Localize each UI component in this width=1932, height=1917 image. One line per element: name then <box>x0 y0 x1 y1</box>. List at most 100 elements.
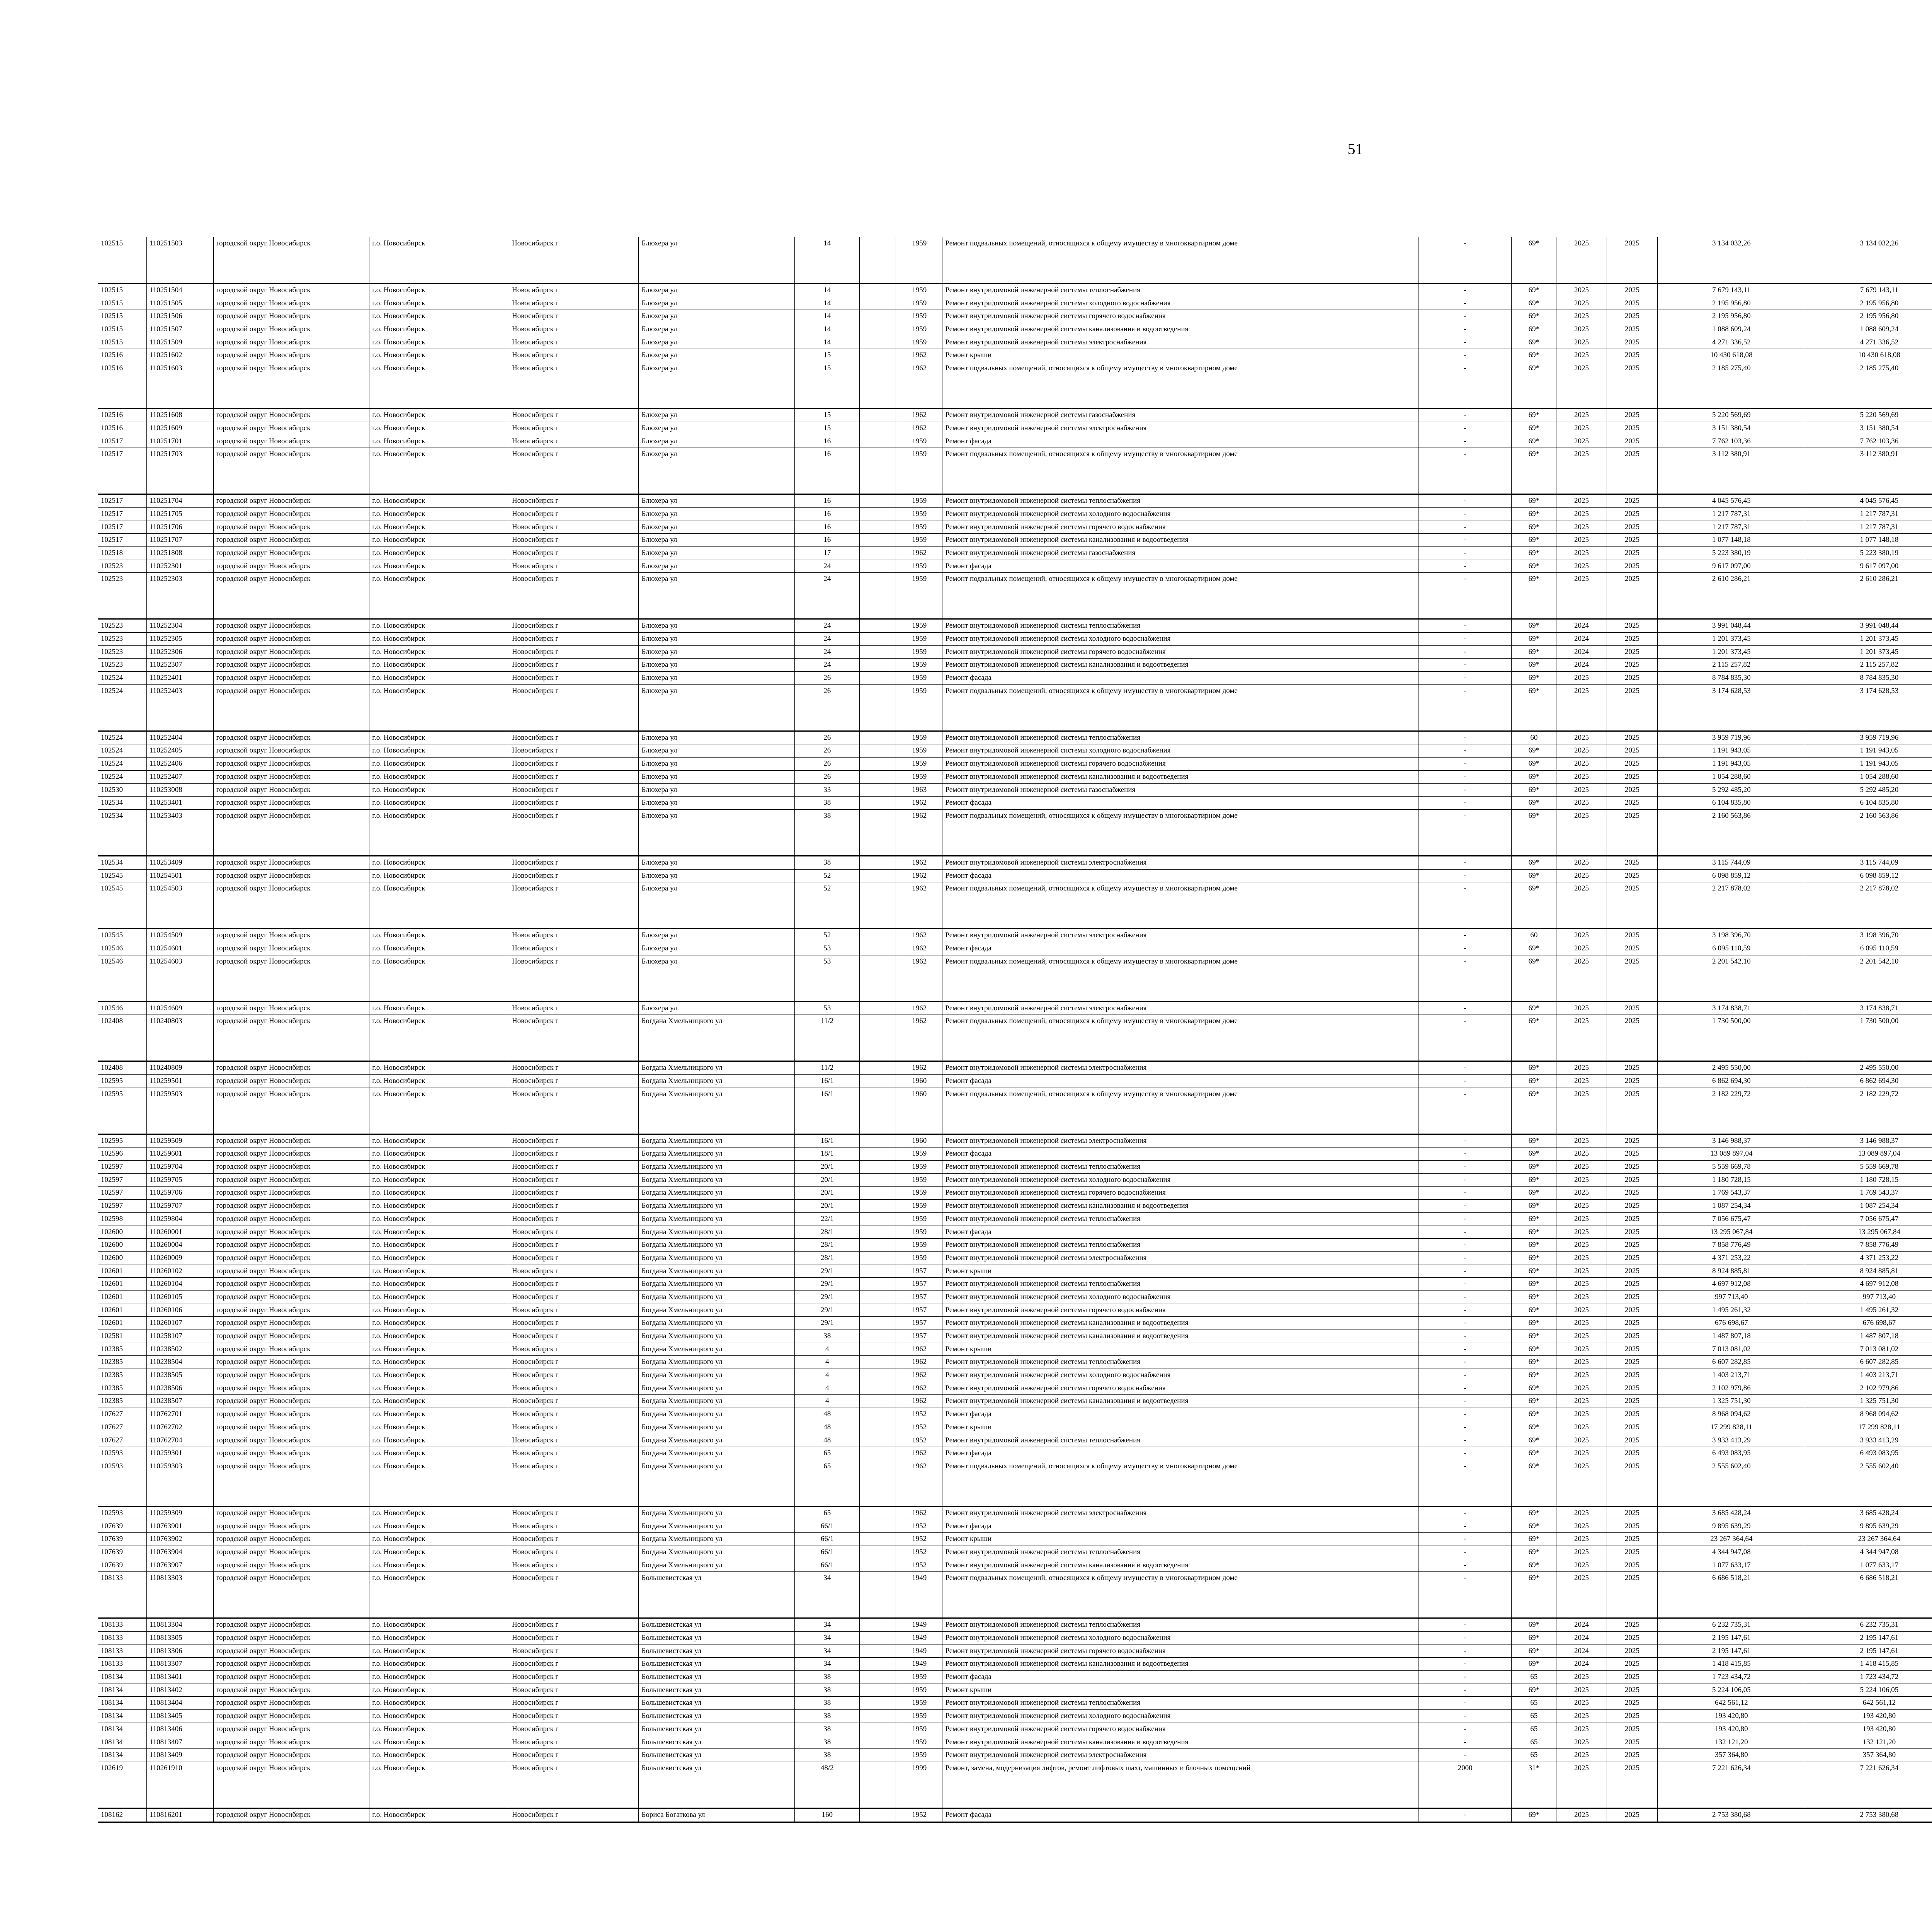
cell-house-number: 14 <box>794 283 860 297</box>
cell-empty <box>859 1173 896 1187</box>
cell-record-id: 108134 <box>98 1735 147 1749</box>
cell-municipality: городской округ Новосибирск <box>213 1420 370 1434</box>
cell-normative: 69* <box>1511 362 1556 409</box>
cell-build-year: 1962 <box>895 349 943 363</box>
cell-object-id: 110763902 <box>146 1532 214 1546</box>
cell-empty <box>859 632 896 646</box>
cell-object-id: 110251706 <box>146 520 214 534</box>
cell-year-plan: 2025 <box>1556 1519 1607 1533</box>
cell-work-type: Ремонт подвальных помещений, относящихся… <box>942 882 1419 930</box>
cell-house-number: 16/1 <box>794 1087 860 1135</box>
cell-empty <box>859 572 896 620</box>
cell-street: Бориса Богаткова ул <box>638 1807 795 1823</box>
table-row: 102581 110258107 городской округ Новосибир… <box>98 1330 1932 1343</box>
cell-house-number: 15 <box>794 408 860 422</box>
cell-total-cost: 7 679 143,11 <box>1657 283 1806 297</box>
cell-settlement: г.о. Новосибирск <box>369 296 509 310</box>
cell-year-fact: 2025 <box>1606 1330 1658 1343</box>
cell-year-plan: 2025 <box>1556 1381 1607 1395</box>
cell-year-fact: 2025 <box>1606 237 1658 284</box>
cell-city: Новосибирск г <box>509 1087 639 1135</box>
cell-year-plan: 2024 <box>1556 1617 1607 1632</box>
cell-year-plan: 2025 <box>1556 1290 1607 1304</box>
cell-settlement: г.о. Новосибирск <box>369 1631 509 1645</box>
cell-object-id: 110816201 <box>146 1807 214 1823</box>
cell-record-id: 102601 <box>98 1277 147 1291</box>
cell-street: Богдана Хмельницкого ул <box>638 1408 795 1421</box>
cell-build-year: 1959 <box>895 296 943 310</box>
cell-year-fact: 2025 <box>1606 1303 1658 1317</box>
cell-total-cost: 1 088 609,24 <box>1657 323 1806 336</box>
cell-record-id: 107627 <box>98 1420 147 1434</box>
cell-year-plan: 2025 <box>1556 1408 1607 1421</box>
cell-city: Новосибирск г <box>509 1133 639 1148</box>
cell-year-fact: 2025 <box>1606 730 1658 745</box>
table-row: 102601 110260104 городской округ Новосибир… <box>98 1277 1932 1291</box>
cell-settlement: г.о. Новосибирск <box>369 744 509 758</box>
cell-object-id: 110813404 <box>146 1696 214 1710</box>
cell-object-id: 110252303 <box>146 572 214 620</box>
cell-settlement: г.о. Новосибирск <box>369 1558 509 1572</box>
cell-house-number: 18/1 <box>794 1147 860 1161</box>
cell-municipality: городской округ Новосибирск <box>213 494 370 508</box>
cell-city: Новосибирск г <box>509 1617 639 1632</box>
cell-empty <box>859 645 896 659</box>
cell-city: Новосибирск г <box>509 1381 639 1395</box>
cell-build-year: 1949 <box>895 1657 943 1671</box>
cell-fund-cost: 3 134 032,26 <box>1805 237 1932 284</box>
cell-empty <box>859 1225 896 1239</box>
cell-normative: 69* <box>1511 533 1556 547</box>
cell-area: - <box>1418 1617 1512 1632</box>
cell-build-year: 1959 <box>895 744 943 758</box>
cell-municipality: городской округ Новосибирск <box>213 1709 370 1723</box>
cell-empty <box>859 1147 896 1161</box>
cell-municipality: городской округ Новосибирск <box>213 362 370 409</box>
cell-object-id: 110251609 <box>146 421 214 435</box>
cell-total-cost: 6 104 835,80 <box>1657 796 1806 810</box>
cell-municipality: городской округ Новосибирск <box>213 928 370 942</box>
cell-street: Блюхера ул <box>638 618 795 633</box>
cell-empty <box>859 349 896 363</box>
table-row: 102516 110251602 городской округ Новосибир… <box>98 349 1932 363</box>
cell-settlement: г.о. Новосибирск <box>369 520 509 534</box>
cell-empty <box>859 1330 896 1343</box>
cell-street: Блюхера ул <box>638 546 795 560</box>
cell-municipality: городской округ Новосибирск <box>213 955 370 1002</box>
cell-year-plan: 2025 <box>1556 1186 1607 1200</box>
cell-area: - <box>1418 1381 1512 1395</box>
cell-settlement: г.о. Новосибирск <box>369 546 509 560</box>
cell-year-plan: 2025 <box>1556 928 1607 942</box>
table-row: 102534 110253401 городской округ Новосибир… <box>98 796 1932 810</box>
cell-year-plan: 2025 <box>1556 237 1607 284</box>
cell-year-plan: 2025 <box>1556 783 1607 797</box>
cell-object-id: 110238505 <box>146 1369 214 1382</box>
cell-fund-cost: 4 045 576,45 <box>1805 494 1932 508</box>
cell-total-cost: 1 054 288,60 <box>1657 770 1806 784</box>
cell-work-type: Ремонт внутридомовой инженерной системы … <box>942 1290 1419 1304</box>
cell-empty <box>859 1617 896 1632</box>
cell-street: Богдана Хмельницкого ул <box>638 1160 795 1174</box>
table-row: 102385 110238502 городской округ Новосибир… <box>98 1342 1932 1356</box>
cell-house-number: 34 <box>794 1617 860 1632</box>
cell-work-type: Ремонт внутридомовой инженерной системы … <box>942 744 1419 758</box>
cell-build-year: 1959 <box>895 520 943 534</box>
cell-build-year: 1962 <box>895 408 943 422</box>
cell-normative: 69* <box>1511 1001 1556 1015</box>
cell-city: Новосибирск г <box>509 1722 639 1736</box>
table-row: 108133 110813305 городской округ Новосибир… <box>98 1631 1932 1645</box>
cell-municipality: городской округ Новосибирск <box>213 632 370 646</box>
cell-fund-cost: 3 933 413,29 <box>1805 1433 1932 1447</box>
cell-area: - <box>1418 1342 1512 1356</box>
cell-object-id: 110240803 <box>146 1015 214 1062</box>
cell-work-type: Ремонт внутридомовой инженерной системы … <box>942 1251 1419 1265</box>
cell-city: Новосибирск г <box>509 1061 639 1075</box>
cell-work-type: Ремонт внутридомовой инженерной системы … <box>942 1617 1419 1632</box>
cell-city: Новосибирск г <box>509 796 639 810</box>
cell-year-plan: 2025 <box>1556 684 1607 732</box>
cell-house-number: 14 <box>794 296 860 310</box>
cell-normative: 69* <box>1511 941 1556 955</box>
table-row: 102517 110251705 городской округ Новосибир… <box>98 507 1932 521</box>
cell-build-year: 1959 <box>895 1225 943 1239</box>
cell-city: Новосибирск г <box>509 783 639 797</box>
cell-street: Блюхера ул <box>638 283 795 297</box>
